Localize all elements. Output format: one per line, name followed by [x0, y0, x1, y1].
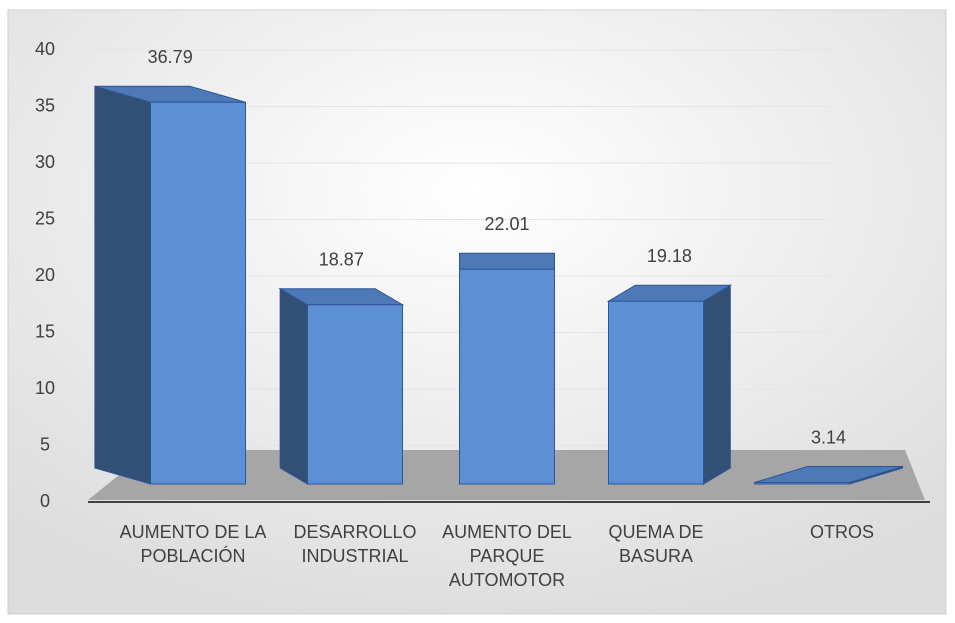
data-label: 22.01	[484, 214, 529, 234]
bar	[754, 465, 904, 485]
y-tick-label: 0	[40, 491, 50, 511]
y-tick-label: 35	[35, 95, 55, 115]
x-tick-label: OTROS	[809, 522, 874, 542]
y-tick-label: 25	[35, 208, 55, 228]
bar-front	[459, 268, 555, 485]
bar	[278, 287, 405, 485]
data-label: 18.87	[319, 250, 364, 270]
bar	[459, 252, 555, 485]
y-tick-label: 40	[35, 39, 55, 59]
x-tick-label: AUMENTO DE LA POBLACIÓN	[119, 522, 267, 566]
bar	[94, 85, 246, 485]
bar-side	[94, 85, 151, 485]
data-label: 36.79	[148, 47, 193, 67]
data-label: 19.18	[647, 246, 692, 266]
y-tick-label: 15	[35, 321, 55, 341]
bar-front	[754, 482, 850, 485]
bar-front	[307, 304, 403, 485]
bar	[606, 284, 733, 485]
data-label: 3.14	[811, 427, 846, 447]
y-tick-label: 10	[35, 378, 55, 398]
x-tick-label: AUMENTO DEL PARQUE AUTOMOTOR	[442, 522, 572, 590]
x-tick-label: DESARROLLO INDUSTRIAL	[293, 522, 417, 566]
bar-front	[150, 101, 246, 485]
bar-side	[279, 287, 308, 485]
bar-side	[703, 284, 731, 485]
y-tick-label: 5	[40, 434, 50, 454]
bar-top	[459, 252, 555, 270]
x-tick-label: QUEMA DE BASURA	[608, 522, 704, 566]
bar-front	[608, 300, 704, 485]
y-tick-label: 20	[35, 265, 55, 285]
y-tick-label: 30	[35, 152, 55, 172]
